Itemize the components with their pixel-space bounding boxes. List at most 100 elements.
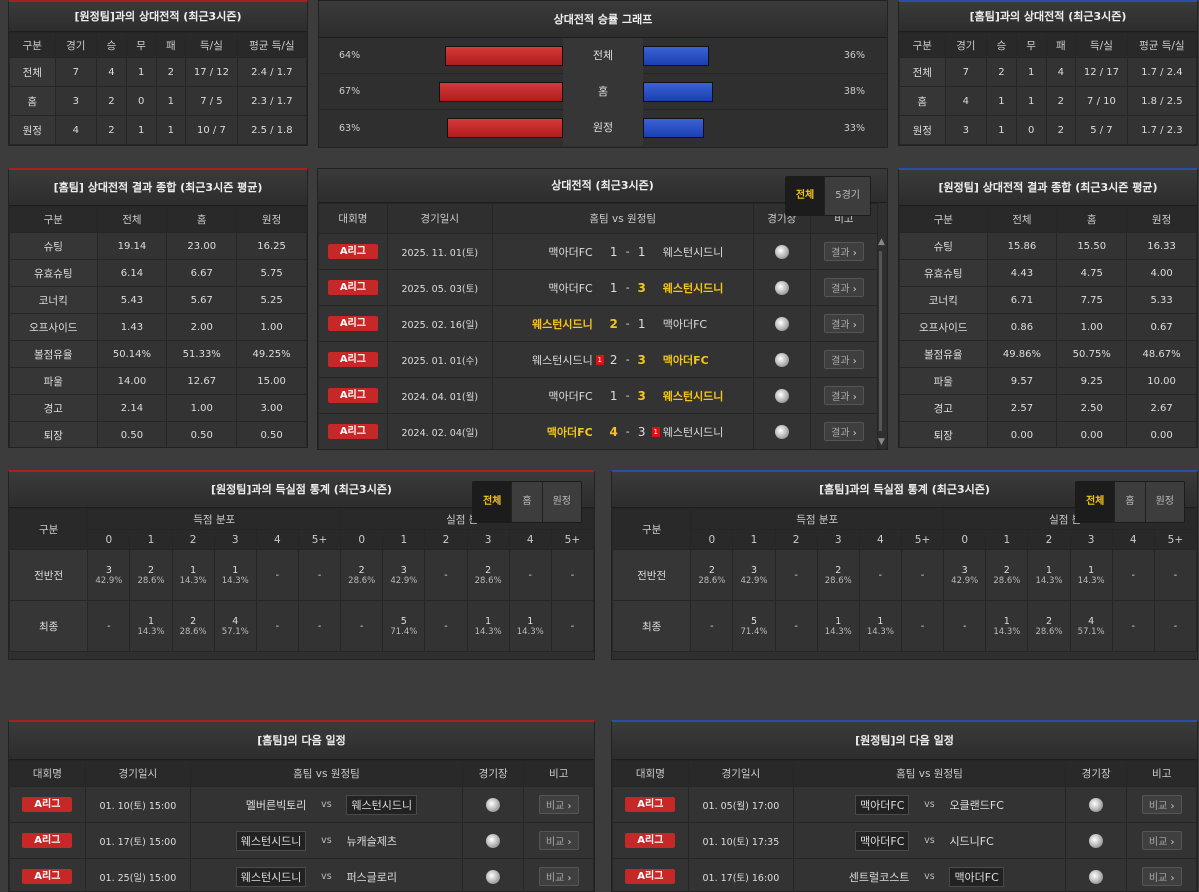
result-button[interactable]: 결과 [824,242,864,261]
table-row: 오프사이드 1.43 2.00 1.00 [9,313,307,341]
next-home-panel: [홈팀]의 다음 일정 대회명 경기일시 홈팀 vs 원정팀 경기장 비고 A리그 01. … [8,720,595,892]
count: - [1173,620,1178,632]
stadium-icon[interactable] [486,869,501,884]
toggle-5games[interactable]: 5경기 [824,177,870,215]
away-summary-panel: [원정팀] 상대전적 결과 종합 (최근3시즌 평균) 구분 전체 홈 원정 슈팅 15.… [898,168,1198,448]
dist-cell: 2 28.6% [690,549,734,601]
vs-label: vs [924,835,935,846]
match-date: 01. 17(토) 16:00 [687,858,795,891]
score-dash: - [625,281,630,294]
result-button[interactable]: 결과 [824,386,864,405]
col-header-label: 구분 [9,508,89,550]
result-button[interactable]: 결과 [824,350,864,369]
header-row: 구분 경기 승 무 패 득/실 평균 득/실 [899,32,1197,58]
compare-button[interactable]: 비교 [538,867,579,886]
goals-col-header: 1 [129,529,173,550]
dist-cell: - [1153,600,1197,652]
stadium-icon[interactable] [774,388,789,403]
compare-button[interactable]: 비교 [538,831,579,850]
home-team: 맥아더FC [799,794,910,815]
match-teams: 맥아더FC11-11웨스턴시드니 [491,233,754,270]
stadium-icon[interactable] [774,244,789,259]
col-header-venue: 경기장 [461,760,525,787]
percent: 28.6% [348,575,376,586]
toggle-all[interactable]: 전체 [472,482,512,522]
cell: 1 [155,86,187,116]
match-date: 2025. 11. 01(토) [386,233,493,270]
cell: 9.57 [986,367,1058,395]
toggle-away[interactable]: 원정 [541,482,581,522]
right-bar-zone [642,45,832,66]
result-button[interactable]: 결과 [824,278,864,297]
cell: 1.7 / 2.3 [1126,115,1197,145]
result-button[interactable]: 결과 [824,422,864,441]
col-header-label: 구분 [612,508,692,550]
header-row: 구분 경기 승 무 패 득/실 평균 득/실 [9,32,307,58]
home-team: 웨스턴시드니 [531,317,593,331]
cell: 2.00 [166,313,238,341]
count: 2 [358,564,365,576]
goals-col-header: 3 [816,529,860,550]
dist-cell: - [255,549,299,601]
goals-col-header: 2 [774,529,818,550]
away-score: 1 [637,244,646,259]
cell: 2.3 / 1.7 [236,86,307,116]
dist-cell: 3 42.9% [382,549,426,601]
header-row: 대회명 경기일시 홈팀 vs 원정팀 경기장 비고 [318,203,879,234]
cell: 1.00 [236,313,307,341]
toggle-away[interactable]: 원정 [1144,482,1184,522]
percent: 42.9% [951,575,979,586]
dist-cell: 2 28.6% [1027,600,1071,652]
scroll-up-icon[interactable]: ▲ [878,237,885,247]
compare-button[interactable]: 비교 [1141,831,1182,850]
cell: 2 [96,86,127,116]
score-dash: - [625,389,630,402]
scroll-down-icon[interactable]: ▼ [878,437,885,447]
list-scrollbar[interactable]: ▲ ▼ [876,237,885,447]
h2h-list-toggle: 전체 5경기 [784,176,871,216]
stadium-icon[interactable] [774,352,789,367]
toggle-all[interactable]: 전체 [1075,482,1115,522]
compare-button[interactable]: 비교 [1141,867,1182,886]
count: 2 [485,564,492,576]
cell: 2.57 [986,394,1058,422]
count: 1 [1003,615,1010,627]
percent: 14.3% [993,626,1021,637]
stadium-icon[interactable] [1089,833,1104,848]
home-score: 2 [609,316,618,331]
toggle-home[interactable]: 홈 [1114,482,1145,522]
col-header-league: 대회명 [318,203,388,234]
scroll-track[interactable] [879,251,882,431]
score-dash: - [625,425,630,438]
compare-button[interactable]: 비교 [1141,795,1182,814]
toggle-home[interactable]: 홈 [511,482,542,522]
col-header: 홈 [166,206,238,233]
stadium-icon[interactable] [1089,869,1104,884]
cell: 15.50 [1056,232,1128,260]
cell: 0.50 [96,421,168,447]
row-label: 홈 [899,86,946,116]
goals-col-header: 4 [255,529,299,550]
compare-button[interactable]: 비교 [538,795,579,814]
result-button[interactable]: 결과 [824,314,864,333]
stadium-icon[interactable] [774,316,789,331]
row-label: 슈팅 [9,232,98,260]
toggle-all[interactable]: 전체 [785,177,825,215]
cell: 1 [986,115,1017,145]
h2h-away-table: 구분 경기 승 무 패 득/실 평균 득/실 전체 7 4 1 2 17 / 12 2.4 / 1.7 홈 3… [9,32,307,145]
stadium-icon[interactable] [486,797,501,812]
cell: 14.00 [96,367,168,395]
red-card-icon: 1 [595,354,604,365]
stadium-icon[interactable] [1089,797,1104,812]
dist-cell: - [900,600,945,652]
stadium-icon[interactable] [486,833,501,848]
percent: 42.9% [95,575,123,586]
header-row: 대회명 경기일시 홈팀 vs 원정팀 경기장 비고 [612,760,1197,787]
row-label: 최종 [9,600,89,652]
header-row: 대회명 경기일시 홈팀 vs 원정팀 경기장 비고 [9,760,594,787]
col-header-date: 경기일시 [687,760,795,787]
cell: 6.71 [986,286,1058,314]
stadium-icon[interactable] [774,280,789,295]
stadium-icon[interactable] [774,424,789,439]
